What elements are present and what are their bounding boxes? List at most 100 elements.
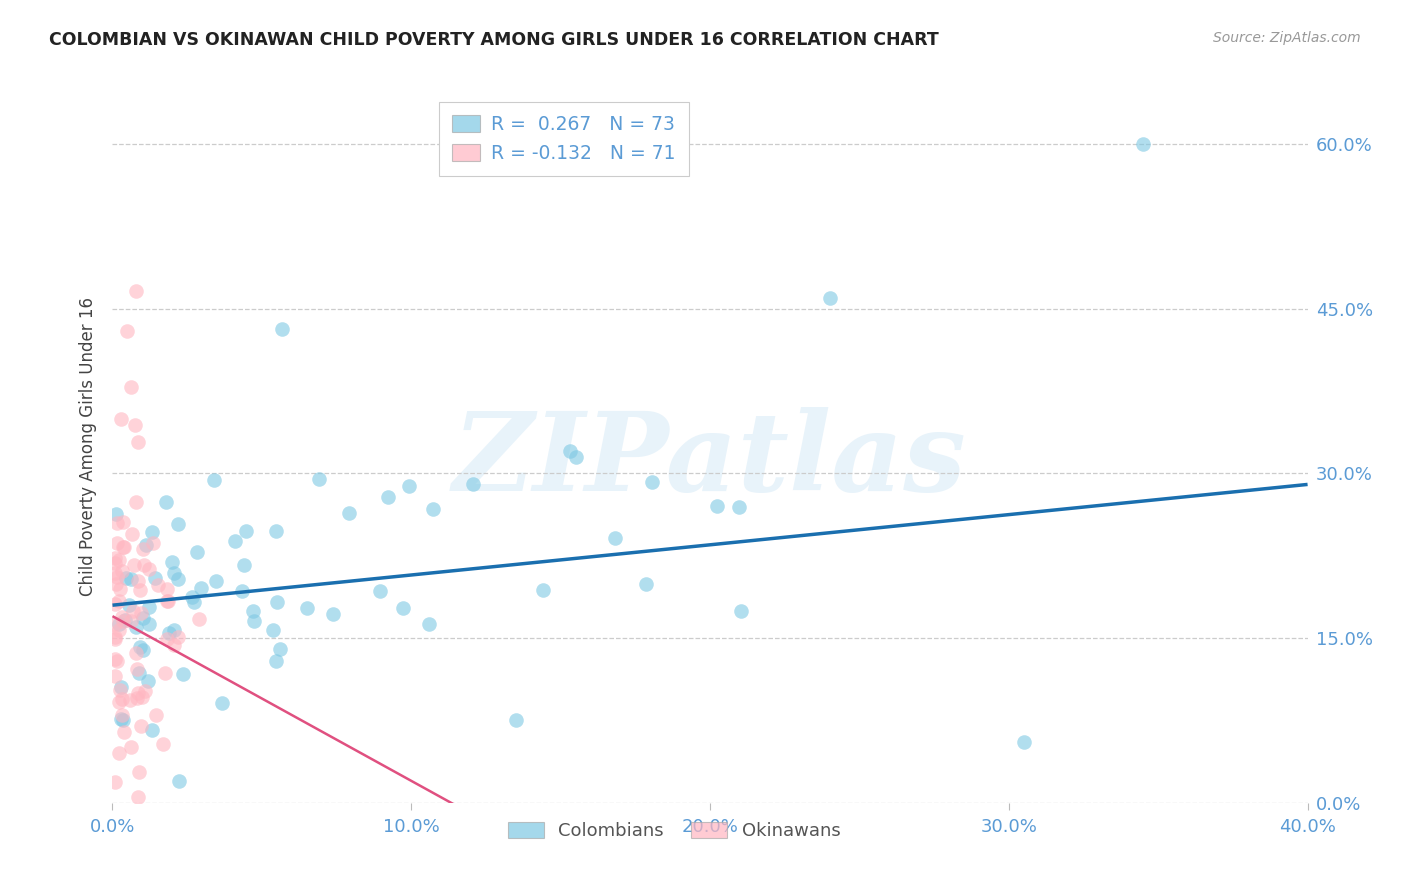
Point (163, 566, 186, 580)
Point (108, 695, 131, 709)
Point (264, 524, 287, 538)
Point (138, 562, 160, 576)
Point (295, 601, 318, 615)
Point (531, 582, 554, 597)
Point (118, 598, 141, 612)
Point (145, 708, 167, 723)
Point (141, 723, 163, 737)
Point (125, 690, 148, 705)
Point (205, 574, 228, 589)
Point (172, 667, 194, 681)
Point (122, 558, 145, 573)
Point (641, 475, 664, 490)
Point (128, 765, 150, 780)
Point (110, 712, 132, 726)
Point (112, 713, 135, 727)
Point (166, 572, 188, 586)
Point (108, 582, 131, 596)
Point (134, 684, 156, 698)
Point (461, 477, 484, 491)
Point (242, 604, 264, 618)
Point (105, 577, 128, 591)
Point (104, 632, 127, 646)
Legend: Colombians, Okinawans: Colombians, Okinawans (501, 814, 848, 847)
Point (308, 472, 330, 486)
Point (128, 640, 150, 654)
Point (156, 582, 179, 596)
Point (231, 583, 253, 598)
Point (117, 324, 139, 338)
Point (337, 506, 360, 520)
Point (105, 536, 128, 550)
Point (224, 534, 246, 549)
Point (190, 582, 212, 596)
Point (183, 594, 205, 608)
Point (128, 582, 150, 597)
Point (156, 594, 179, 608)
Point (125, 494, 148, 508)
Point (112, 725, 135, 739)
Point (211, 696, 233, 710)
Point (104, 566, 127, 580)
Point (138, 600, 160, 615)
Point (111, 708, 134, 723)
Point (105, 507, 128, 521)
Point (112, 541, 135, 555)
Point (132, 643, 155, 657)
Point (392, 601, 415, 615)
Point (104, 631, 127, 645)
Point (377, 490, 399, 504)
Point (233, 558, 256, 573)
Point (202, 473, 225, 487)
Point (108, 682, 131, 697)
Point (727, 500, 749, 515)
Point (114, 613, 136, 627)
Point (129, 719, 152, 733)
Point (131, 690, 153, 704)
Point (132, 542, 155, 557)
Point (156, 632, 179, 647)
Text: Source: ZipAtlas.com: Source: ZipAtlas.com (1213, 31, 1361, 45)
Point (398, 479, 420, 493)
Point (155, 495, 177, 509)
Point (146, 578, 169, 592)
Point (127, 790, 149, 805)
Point (243, 614, 266, 628)
Point (160, 556, 183, 570)
Point (730, 604, 752, 618)
Point (110, 680, 132, 694)
Point (111, 610, 134, 624)
Point (125, 646, 148, 660)
Point (118, 693, 141, 707)
Point (127, 662, 149, 676)
Point (104, 556, 127, 570)
Point (104, 550, 127, 565)
Point (180, 590, 202, 604)
Point (127, 434, 149, 449)
Point (107, 746, 129, 760)
Point (558, 444, 581, 458)
Point (163, 623, 186, 637)
Point (167, 630, 190, 644)
Point (104, 597, 127, 611)
Point (141, 524, 163, 539)
Point (142, 536, 165, 550)
Point (111, 515, 134, 529)
Point (187, 612, 209, 626)
Point (128, 666, 150, 681)
Point (422, 501, 444, 516)
Point (129, 606, 152, 620)
Point (120, 740, 142, 755)
Point (105, 516, 128, 530)
Point (634, 577, 657, 591)
Point (108, 593, 131, 607)
Point (121, 604, 143, 618)
Text: COLOMBIAN VS OKINAWAN CHILD POVERTY AMONG GIRLS UNDER 16 CORRELATION CHART: COLOMBIAN VS OKINAWAN CHILD POVERTY AMON… (49, 31, 939, 49)
Point (121, 527, 143, 541)
Point (124, 418, 146, 433)
Point (132, 558, 155, 573)
Point (564, 450, 586, 464)
Point (112, 614, 135, 628)
Point (121, 614, 143, 628)
Point (368, 583, 391, 598)
